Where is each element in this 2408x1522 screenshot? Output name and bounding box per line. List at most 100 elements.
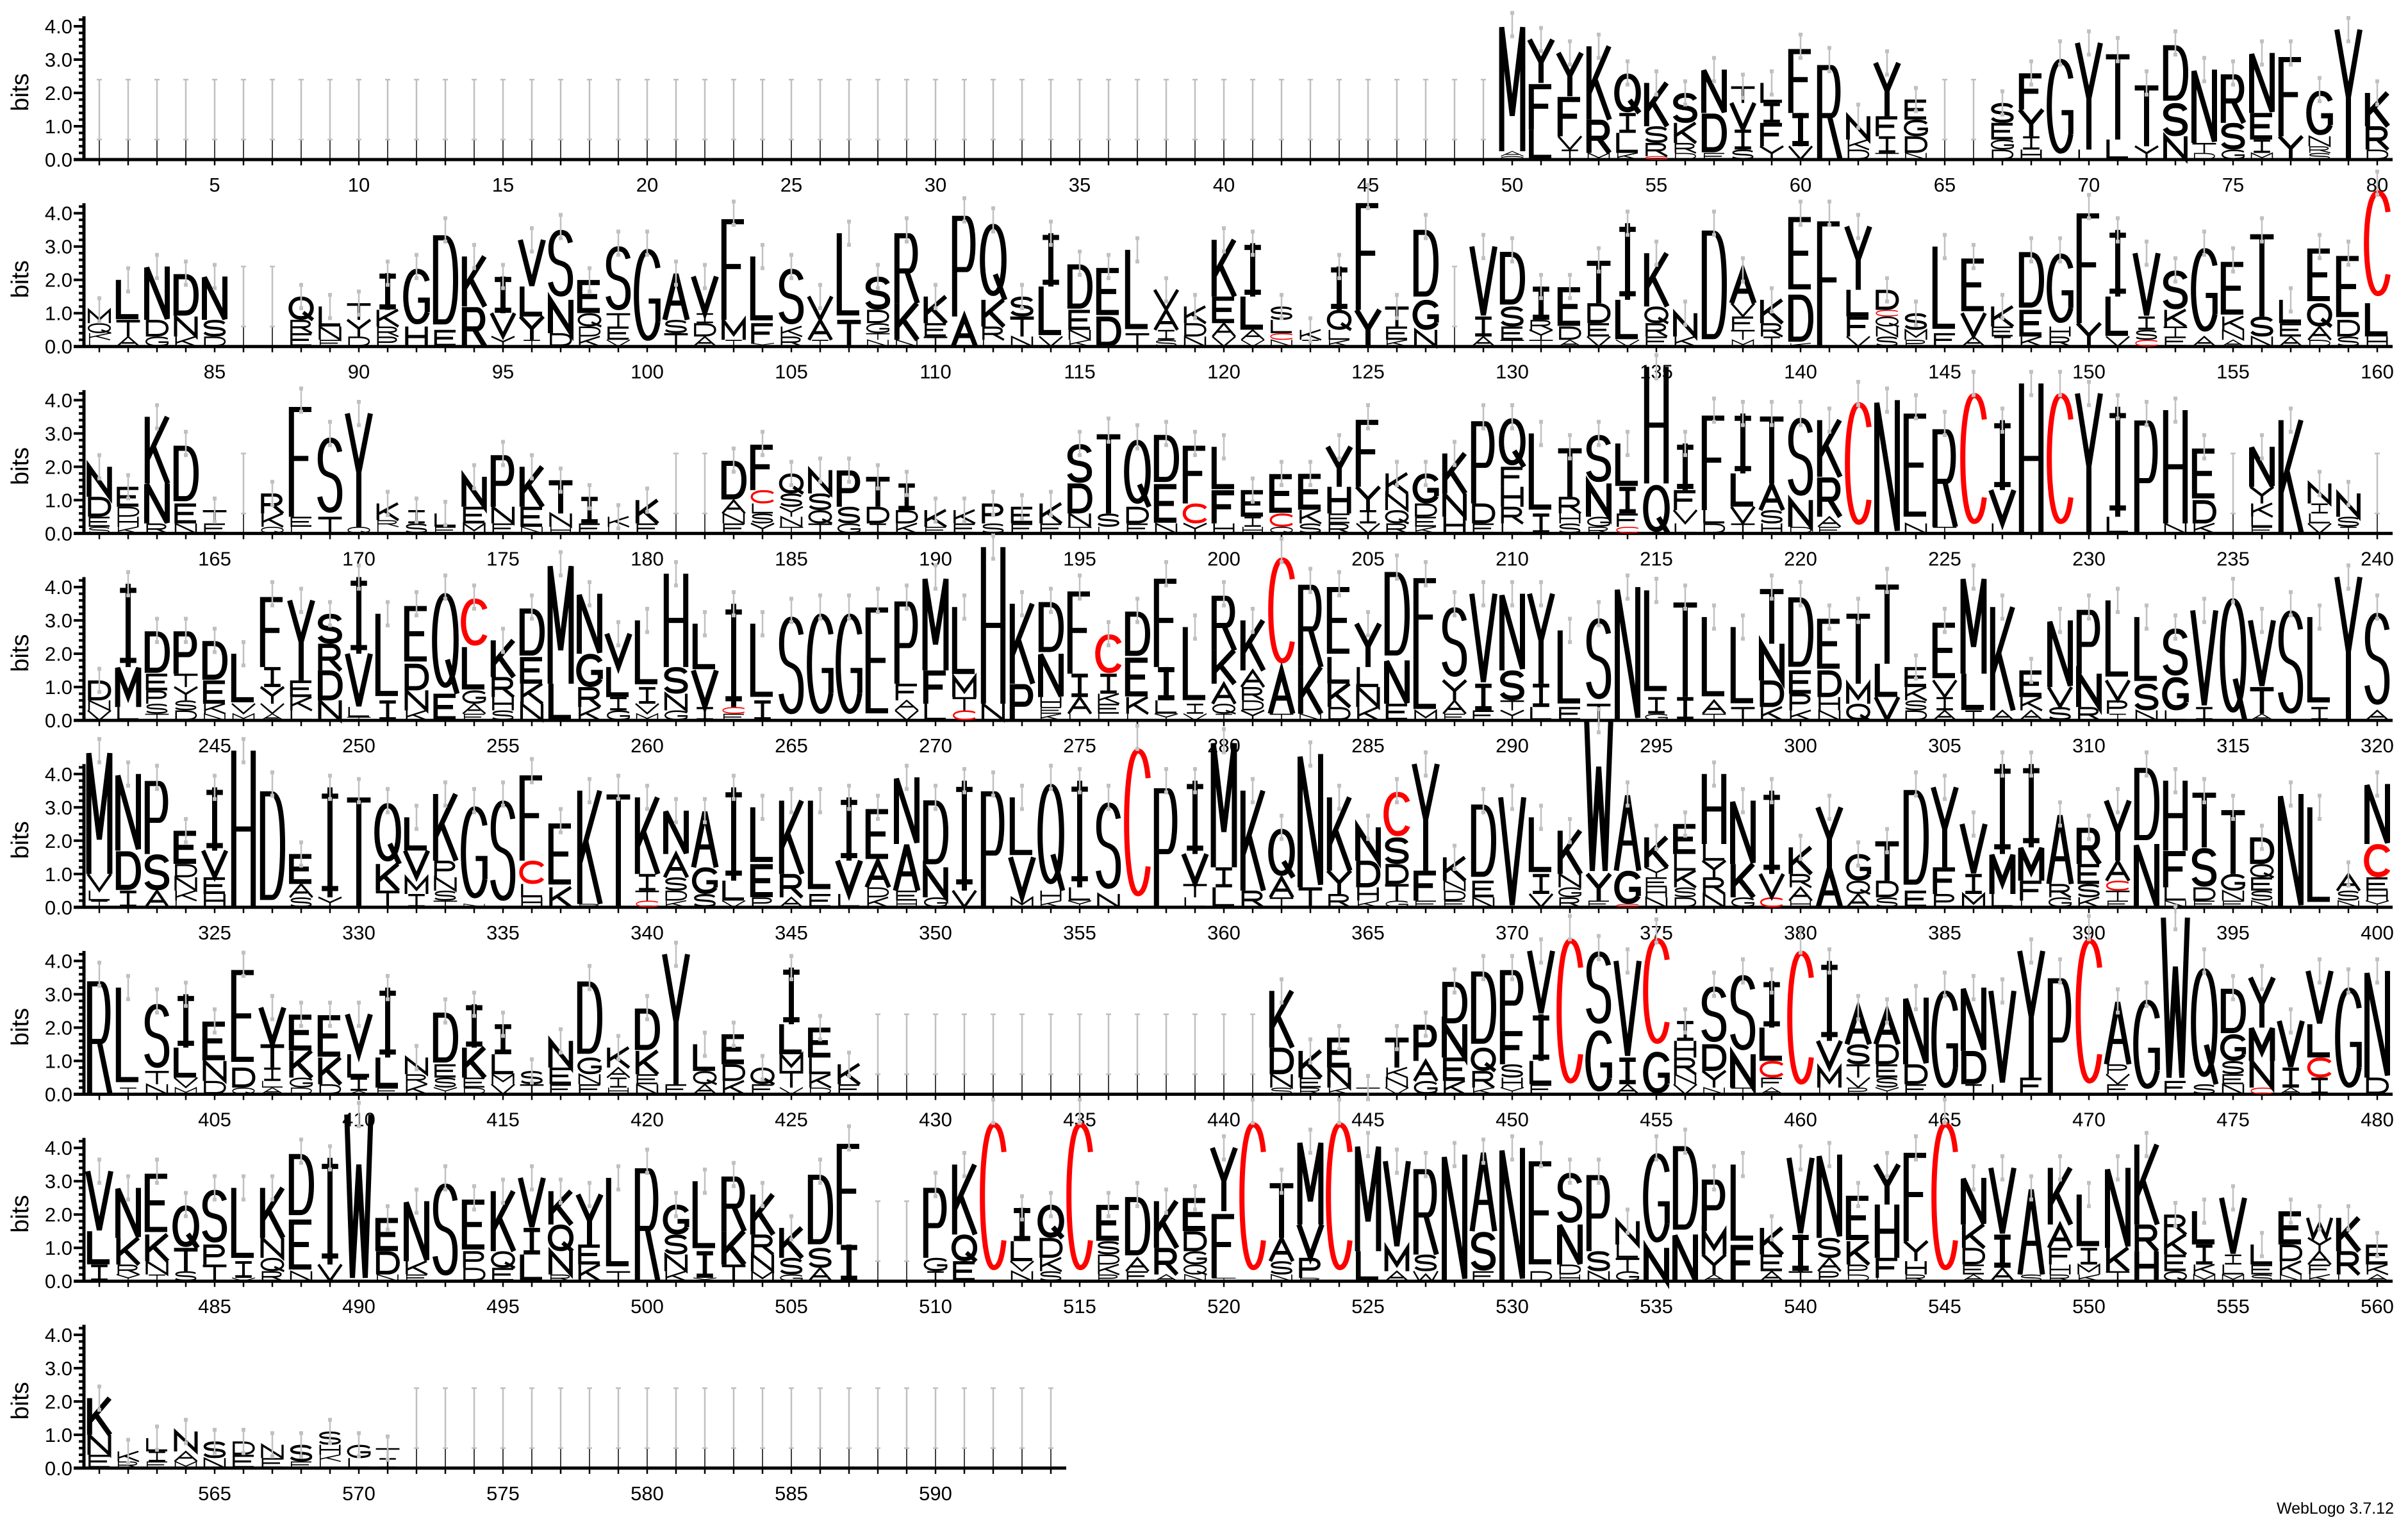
residue-S-glyph [695, 895, 714, 906]
error-bar-cap [1251, 476, 1255, 481]
stack-368 [1444, 843, 1465, 907]
residue-V-glyph [1010, 1261, 1034, 1271]
error-bar-cap [328, 1441, 332, 1445]
residue-V-glyph [636, 704, 659, 713]
error-bar-cap [876, 586, 880, 591]
residue-E-glyph [292, 518, 311, 526]
stack-418 [579, 964, 600, 1093]
stack-406 [233, 950, 255, 1095]
residue-K-glyph [465, 256, 485, 306]
residue-I-glyph [91, 900, 108, 907]
residue-D-glyph [1704, 1046, 1724, 1069]
residue-K-glyph [1993, 607, 2013, 710]
error-bar-cap [1510, 603, 1514, 608]
residue-V-glyph [261, 704, 284, 713]
error-bar-cap [934, 1194, 937, 1198]
error-bar-cap [501, 440, 505, 444]
stack-337 [551, 807, 572, 907]
error-bar-cap [1337, 433, 1341, 437]
error-bar-cap [97, 984, 101, 988]
residue-M-glyph [233, 714, 254, 720]
error-bar-cap [1135, 1180, 1139, 1185]
stack-487 [261, 1174, 284, 1281]
stack-559 [2339, 1204, 2359, 1280]
residue-E-glyph [176, 505, 196, 522]
error-bar-cap [386, 787, 390, 791]
error-bar-cap [155, 1157, 159, 1162]
residue-Y-glyph [1703, 1255, 1726, 1275]
residue-Q-glyph [2193, 971, 2216, 1084]
error-bar-cap [530, 226, 534, 231]
residue-D-glyph [292, 1157, 311, 1212]
error-bar-cap [1453, 843, 1456, 848]
residue-A-glyph [1414, 1061, 1437, 1081]
stack-482 [117, 1174, 140, 1281]
residue-D-glyph [436, 238, 456, 322]
residue-H-glyph [522, 897, 541, 907]
error-bar-cap [472, 463, 476, 467]
error-bar-cap [2173, 256, 2177, 260]
residue-D-glyph [2022, 254, 2041, 305]
residue-F-glyph [2166, 854, 2186, 888]
residue-S-glyph [1271, 1088, 1291, 1094]
stack-147 [1993, 293, 2013, 347]
residue-A-glyph [895, 845, 918, 890]
stack-560 [2366, 1230, 2388, 1281]
residue-E-glyph [1474, 882, 1494, 896]
error-bar-cap [1856, 620, 1860, 624]
residue-M-glyph [1214, 743, 1235, 868]
stack-297 [1703, 603, 1726, 720]
stack-557 [2280, 1197, 2302, 1281]
stack-91 [378, 260, 399, 347]
residue-V-glyph [491, 1084, 515, 1094]
residue-L-glyph [609, 527, 629, 533]
residue-L-glyph [119, 707, 138, 719]
stack-120 [1212, 226, 1235, 346]
residue-F-glyph [1877, 118, 1897, 136]
residue-A-glyph [1703, 700, 1725, 713]
error-bar-cap [2260, 606, 2264, 611]
error-bar-cap [847, 1147, 851, 1152]
error-bar-cap [1337, 1121, 1341, 1125]
residue-L-glyph [1993, 524, 2013, 533]
residue-Y-glyph [1904, 1241, 1927, 1261]
residue-N-glyph [666, 694, 686, 711]
residue-C-glyph [1271, 560, 1292, 661]
error-bar-cap [530, 453, 534, 458]
error-bar-cap [1568, 817, 1572, 821]
error-bar-cap [1337, 570, 1341, 574]
error-bar-cap [2260, 630, 2264, 634]
error-bar-cap [242, 663, 245, 668]
error-bar-cap [213, 1030, 217, 1035]
error-bar-cap [126, 1174, 130, 1179]
x-tick-label: 395 [2216, 922, 2250, 944]
residue-P-glyph [2079, 613, 2098, 674]
residue-S-glyph [752, 514, 772, 522]
residue-I-glyph [1994, 1234, 2011, 1268]
residue-A-glyph [2308, 327, 2330, 340]
residue-N-glyph [1271, 1275, 1292, 1281]
error-bar-cap [184, 1191, 188, 1195]
residue-S-glyph [983, 524, 1003, 533]
residue-C-glyph [723, 707, 745, 713]
residue-L-glyph [2252, 1245, 2272, 1263]
error-bar-cap [1885, 299, 1889, 304]
error-bar-cap [2318, 233, 2321, 237]
residue-Y-glyph [780, 507, 803, 517]
error-bar-cap [328, 773, 332, 778]
error-bar-cap [270, 1197, 274, 1202]
stack-211 [1531, 420, 1551, 533]
residue-I-glyph [1071, 781, 1088, 887]
residue-Y-glyph [1876, 1164, 1899, 1204]
residue-K-glyph [2022, 697, 2042, 711]
residue-A-glyph [463, 704, 485, 713]
residue-E-glyph [2022, 312, 2041, 335]
error-bar-cap [1539, 1141, 1543, 1145]
residue-R-glyph [1820, 480, 1840, 517]
residue-N-glyph [1560, 874, 1580, 888]
residue-L-glyph [695, 1045, 715, 1069]
residue-S-glyph [2280, 613, 2300, 711]
stack-287 [1415, 560, 1437, 720]
error-bar-cap [2375, 79, 2379, 83]
residue-E-glyph [1589, 324, 1609, 335]
